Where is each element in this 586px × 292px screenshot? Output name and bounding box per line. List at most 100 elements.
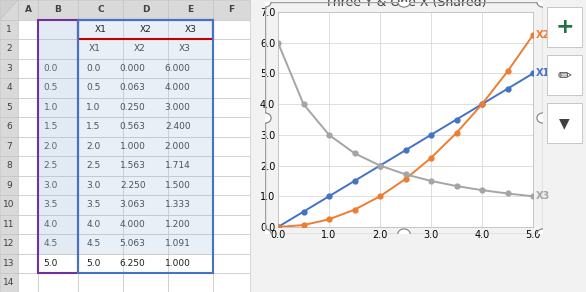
Text: 11: 11	[4, 220, 15, 229]
Bar	[78, 98, 213, 117]
Bar	[213, 39, 250, 58]
Bar	[38, 20, 78, 39]
Bar	[18, 98, 38, 117]
Text: 2.5: 2.5	[44, 161, 58, 170]
Circle shape	[259, 0, 271, 7]
Bar	[18, 117, 38, 136]
Bar	[78, 20, 213, 39]
Text: X1: X1	[88, 44, 101, 53]
Bar	[213, 58, 250, 78]
Bar	[78, 117, 213, 136]
Text: 0.0: 0.0	[43, 64, 58, 73]
Bar	[123, 117, 168, 136]
Bar	[38, 117, 78, 136]
Bar	[78, 156, 123, 175]
Bar	[123, 0, 168, 20]
Bar	[38, 136, 78, 156]
Bar	[123, 234, 168, 253]
Bar	[38, 195, 78, 215]
Text: 3.063: 3.063	[120, 200, 145, 209]
Bar	[0, 78, 18, 98]
Text: 3.5: 3.5	[43, 200, 58, 209]
Text: 12: 12	[4, 239, 15, 248]
Bar	[38, 20, 78, 39]
Bar	[18, 39, 38, 58]
Bar	[78, 78, 213, 98]
Text: 5: 5	[6, 103, 12, 112]
Text: 0.563: 0.563	[120, 122, 145, 131]
Bar	[38, 98, 78, 117]
Bar	[18, 0, 38, 20]
Circle shape	[259, 229, 271, 239]
Bar	[547, 55, 582, 95]
Bar	[38, 156, 78, 175]
Bar	[38, 98, 78, 117]
Bar	[123, 195, 168, 215]
Bar	[0, 136, 18, 156]
Bar	[123, 39, 168, 58]
Bar	[78, 136, 123, 156]
Text: 1.091: 1.091	[165, 239, 190, 248]
Text: 4.0: 4.0	[44, 220, 58, 229]
Bar	[168, 156, 213, 175]
Bar	[123, 98, 168, 117]
Bar	[78, 39, 213, 58]
Bar	[38, 39, 78, 58]
Bar	[547, 103, 582, 143]
Text: 2.5: 2.5	[86, 161, 101, 170]
Bar	[78, 215, 123, 234]
Text: 6.000: 6.000	[165, 64, 190, 73]
Text: X1: X1	[536, 68, 550, 79]
Bar	[168, 98, 213, 117]
Bar	[78, 273, 123, 292]
Text: 6: 6	[6, 122, 12, 131]
Text: 3.0: 3.0	[86, 181, 101, 190]
Text: 1: 1	[6, 25, 12, 34]
Bar	[123, 136, 168, 156]
Text: 1.563: 1.563	[120, 161, 145, 170]
Bar	[38, 20, 78, 273]
Text: 4.000: 4.000	[120, 220, 145, 229]
Bar	[123, 273, 168, 292]
Bar	[0, 195, 18, 215]
Text: 0.0: 0.0	[86, 64, 101, 73]
Bar	[168, 78, 213, 98]
Bar	[18, 195, 38, 215]
Text: 1.5: 1.5	[86, 122, 101, 131]
Text: 0.5: 0.5	[86, 83, 101, 92]
Circle shape	[398, 0, 410, 7]
Text: 1.714: 1.714	[165, 161, 190, 170]
Bar	[38, 215, 78, 234]
Bar	[0, 98, 18, 117]
Text: 1.5: 1.5	[43, 122, 58, 131]
Text: X2: X2	[134, 44, 145, 53]
Text: 2.0: 2.0	[86, 142, 101, 151]
Bar	[0, 39, 18, 58]
Text: ✏: ✏	[557, 66, 571, 84]
Bar	[213, 0, 250, 20]
Bar	[0, 273, 18, 292]
Bar	[38, 195, 78, 215]
Bar	[78, 39, 123, 58]
Bar	[0, 156, 18, 175]
Text: 2: 2	[6, 44, 12, 53]
Bar	[168, 117, 213, 136]
Text: 1.0: 1.0	[43, 103, 58, 112]
Bar	[213, 253, 250, 273]
Bar	[38, 273, 78, 292]
Text: ▼: ▼	[559, 116, 570, 130]
Bar	[38, 175, 78, 195]
Bar	[18, 215, 38, 234]
Bar	[18, 78, 38, 98]
Title: Three Y & One X (Shared): Three Y & One X (Shared)	[325, 0, 486, 9]
Bar	[78, 136, 213, 156]
Text: X2: X2	[139, 25, 151, 34]
Bar	[18, 253, 38, 273]
Bar	[38, 234, 78, 253]
Bar	[213, 195, 250, 215]
Bar	[213, 175, 250, 195]
Text: 13: 13	[4, 259, 15, 268]
Text: 3.5: 3.5	[86, 200, 101, 209]
Bar	[0, 175, 18, 195]
Text: 0.250: 0.250	[120, 103, 145, 112]
